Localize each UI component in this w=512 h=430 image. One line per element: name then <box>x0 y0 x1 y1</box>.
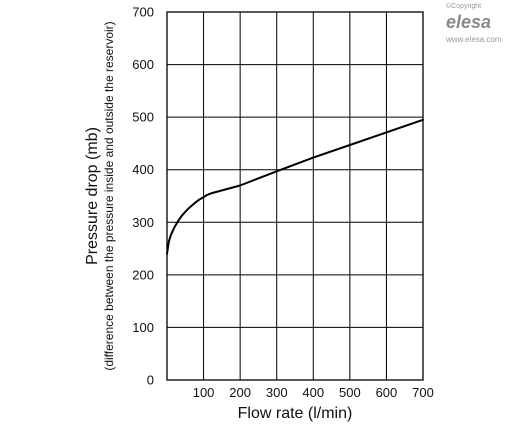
watermark-brand-logo: elesa <box>446 12 491 32</box>
grid <box>167 11 424 381</box>
x-tick-label: 100 <box>193 385 215 400</box>
plot-frame <box>166 11 424 381</box>
y-tick-label: 100 <box>132 320 154 335</box>
y-tick-labels: 0 100 200 300 400 500 600 700 <box>132 5 154 388</box>
x-axis-title: Flow rate (l/min) <box>238 405 353 422</box>
watermark: ©Copyright elesa www.elesa.com <box>445 2 502 44</box>
y-tick-label: 400 <box>132 162 154 177</box>
x-tick-label: 400 <box>302 385 324 400</box>
y-tick-label: 700 <box>132 5 154 20</box>
y-tick-label: 0 <box>147 373 154 388</box>
y-tick-label: 200 <box>132 267 154 282</box>
y-axis-title: Pressure drop (mb) <box>84 127 101 265</box>
x-tick-label: 300 <box>266 385 288 400</box>
y-tick-label: 600 <box>132 57 154 72</box>
watermark-url: www.elesa.com <box>445 35 502 44</box>
x-tick-label: 600 <box>376 385 398 400</box>
x-tick-label: 500 <box>339 385 361 400</box>
y-axis-subtitle: (difference between the pressure inside … <box>102 21 116 370</box>
watermark-copyright: ©Copyright <box>446 2 481 10</box>
y-tick-label: 500 <box>132 110 154 125</box>
x-tick-label: 200 <box>229 385 251 400</box>
x-tick-labels: 100 200 300 400 500 600 700 <box>193 385 434 400</box>
series-layer <box>166 118 424 255</box>
y-tick-label: 300 <box>132 215 154 230</box>
x-tick-label: 700 <box>412 385 434 400</box>
series-line <box>166 118 424 255</box>
